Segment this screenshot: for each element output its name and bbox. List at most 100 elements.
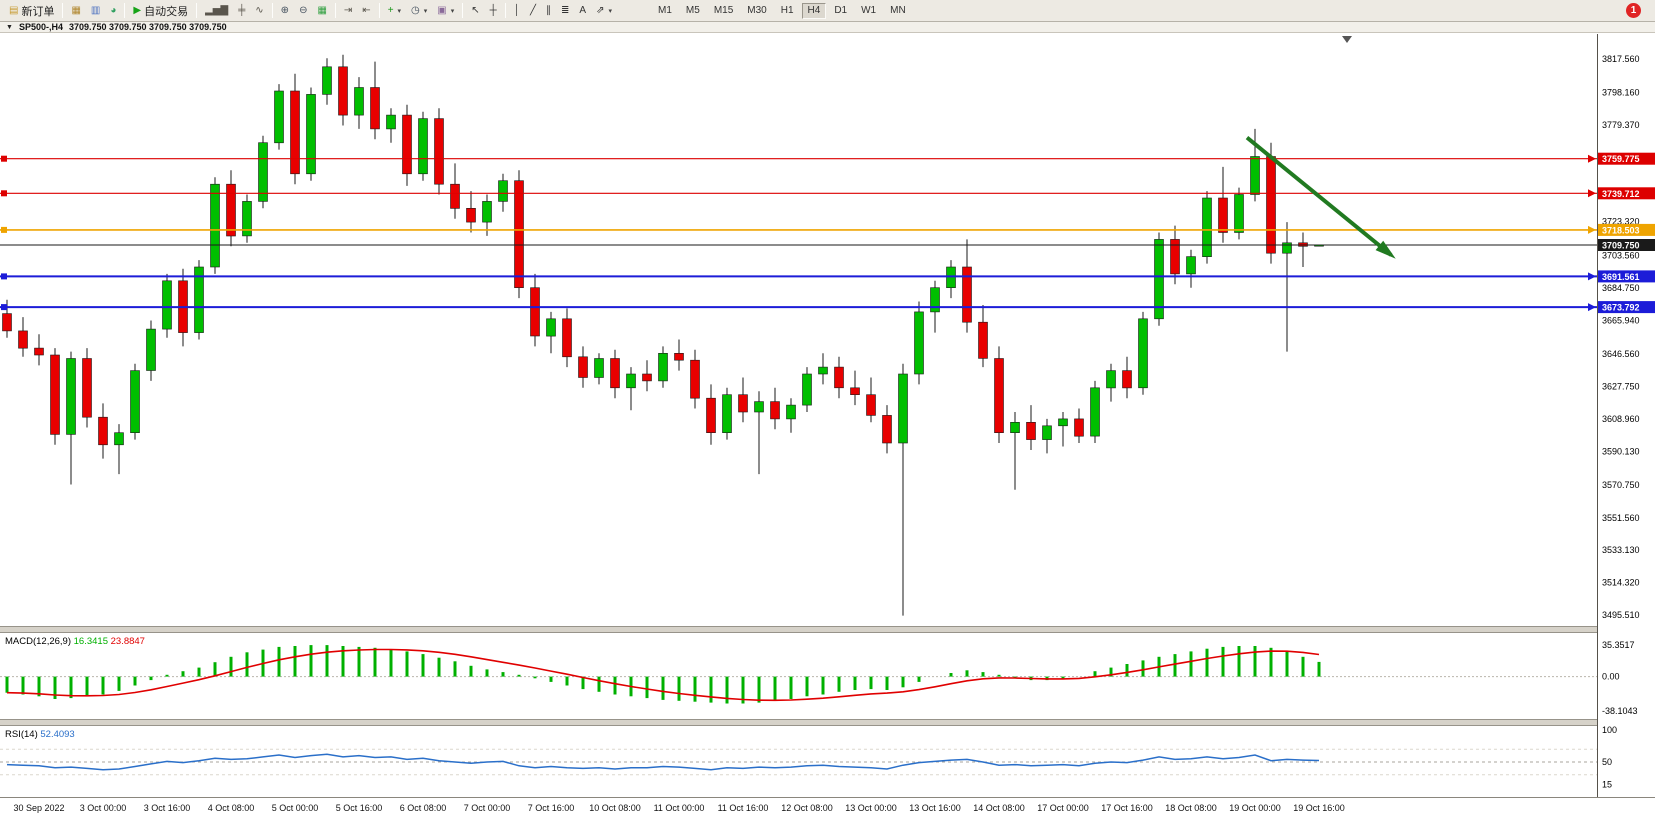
new-order-label: 新订单: [21, 5, 55, 18]
price-axis-label: 3570.750: [1602, 480, 1640, 490]
line-right-marker: [1588, 189, 1596, 198]
market-watch-icon-glyph: ◕: [110, 4, 117, 16]
candle-body: [1058, 418, 1068, 427]
timeframe-m15-button[interactable]: M15: [713, 5, 734, 16]
time-axis-label: 19 Oct 16:00: [1293, 803, 1345, 813]
market-watch-icon[interactable]: ◕: [105, 2, 121, 20]
timeframe-d1-button[interactable]: D1: [834, 5, 848, 16]
candle-body: [1170, 239, 1180, 275]
candle-body: [258, 142, 268, 202]
cursor-icon[interactable]: ↖: [466, 2, 484, 20]
toolbar-separator: [124, 3, 126, 18]
candle-body: [114, 432, 124, 446]
candle-body: [1250, 156, 1260, 195]
vertical-line-icon[interactable]: │: [509, 2, 525, 20]
auto-scroll-icon[interactable]: ⇥: [339, 2, 357, 20]
zoom-out-icon[interactable]: ⊖: [294, 2, 312, 20]
timeframe-h1-button[interactable]: H1: [780, 5, 794, 16]
toolbar-separator: [462, 3, 464, 18]
price-axis-label: 3551.560: [1602, 513, 1640, 523]
template-button[interactable]: ▣ ▾: [432, 2, 459, 20]
autotrade-play-icon: ▶: [133, 4, 142, 16]
price-axis-label: 3514.320: [1602, 577, 1640, 587]
pane-separator[interactable]: [0, 626, 1655, 633]
profiles-icon[interactable]: ▥: [86, 2, 105, 20]
candle-body: [210, 183, 220, 268]
time-axis-label: 13 Oct 00:00: [845, 803, 897, 813]
macd-axis-label: -38.1043: [1602, 706, 1638, 716]
tile-windows-icon[interactable]: ▦: [312, 2, 331, 20]
candle-body: [626, 373, 636, 389]
timeframe-m5-button[interactable]: M5: [685, 5, 700, 16]
template-button-dropdown[interactable]: ▾: [450, 7, 455, 15]
auto-scroll-icon-glyph: ⇥: [343, 4, 353, 16]
chart-canvas[interactable]: MACD(12,26,9) 16.3415 23.8847 RSI(14) 52.…: [0, 34, 1655, 823]
candle-body: [514, 180, 524, 288]
time-axis-label: 18 Oct 08:00: [1165, 803, 1217, 813]
trendline-icon[interactable]: ╱: [525, 2, 541, 20]
text-icon[interactable]: A: [574, 2, 591, 20]
candle-body: [498, 180, 508, 202]
candle-body: [1122, 370, 1132, 389]
candle-body: [82, 358, 92, 418]
timeframe-m30-button[interactable]: M30: [747, 5, 767, 16]
candle-body: [2, 313, 12, 332]
candle-body: [1266, 156, 1276, 254]
timeframe-w1-button[interactable]: W1: [861, 5, 877, 16]
line-left-marker: [1, 226, 7, 233]
toolbar-separator: [271, 3, 273, 18]
add-indicator-button[interactable]: + ▾: [383, 2, 406, 20]
pane-separator[interactable]: [0, 719, 1655, 726]
candle-body: [130, 370, 140, 434]
zoom-in-icon[interactable]: ⊕: [276, 2, 294, 20]
price-badge: [1598, 270, 1655, 283]
candle-body: [434, 118, 444, 185]
line-chart-icon[interactable]: ∿: [250, 2, 268, 20]
timeframe-mn-button[interactable]: MN: [890, 5, 906, 16]
timeframe-m1-button[interactable]: M1: [658, 5, 672, 16]
time-axis[interactable]: [0, 797, 1655, 823]
crosshair-icon[interactable]: ┼: [485, 2, 502, 20]
candlestick-chart-icon[interactable]: ╪: [233, 2, 250, 20]
time-axis-label: 5 Oct 16:00: [336, 803, 383, 813]
price-badge: [1598, 223, 1655, 236]
autotrade-button[interactable]: ▶ 自动交易: [128, 2, 193, 20]
channel-icon[interactable]: ∥: [541, 2, 556, 20]
candle-body: [1154, 239, 1164, 320]
candle-body: [1202, 197, 1212, 258]
bar-chart-icon[interactable]: ▂▅▇: [200, 2, 233, 20]
add-indicator-button-glyph: +: [387, 4, 394, 16]
add-indicator-button-dropdown[interactable]: ▾: [397, 7, 402, 15]
chart-shift-marker[interactable]: [1342, 36, 1352, 43]
new-order-button[interactable]: ▤ 新订单: [4, 2, 59, 20]
arrows-button-dropdown[interactable]: ▾: [608, 7, 612, 15]
macd-axis-label: 0.00: [1602, 672, 1620, 682]
candle-body: [578, 356, 588, 378]
tile-windows-icon-glyph: ▦: [317, 4, 327, 16]
candle-body: [1138, 318, 1148, 389]
time-axis-label: 19 Oct 00:00: [1229, 803, 1281, 813]
candle-body: [834, 366, 844, 389]
price-axis-label: 3703.560: [1602, 251, 1640, 261]
chart-shift-icon[interactable]: ⇤: [357, 2, 375, 20]
price-axis-label: 3665.940: [1602, 316, 1640, 326]
text-icon-glyph: A: [579, 4, 587, 16]
notification-badge[interactable]: 1: [1626, 3, 1641, 18]
time-axis-label: 7 Oct 00:00: [464, 803, 511, 813]
period-button-dropdown[interactable]: ▾: [423, 7, 428, 15]
line-right-marker: [1588, 154, 1596, 163]
chart-tools-group: ▂▅▇ ╪ ∿ ⊕ ⊖ ▦ ⇥ ⇤ + ▾ ◷ ▾ ▣ ▾ ↖ ┼ │ ╱ ∥ ≣ A ⇗ ▾: [193, 2, 617, 20]
period-button[interactable]: ◷ ▾: [406, 2, 432, 20]
trend-arrow[interactable]: [1245, 136, 1393, 257]
price-badge: [1598, 301, 1655, 314]
candle-body: [1186, 256, 1196, 275]
arrows-button[interactable]: ⇗ ▾: [591, 2, 617, 20]
candle-body: [98, 416, 108, 446]
new-chart-icon[interactable]: ▦: [66, 2, 85, 20]
candle-body: [1234, 194, 1244, 233]
bar-chart-icon-glyph: ▂▅▇: [205, 4, 229, 16]
candle-body: [882, 415, 892, 444]
price-badge: [1598, 152, 1655, 165]
timeframe-h4-button[interactable]: H4: [801, 2, 827, 19]
fibonacci-icon[interactable]: ≣: [556, 2, 574, 20]
